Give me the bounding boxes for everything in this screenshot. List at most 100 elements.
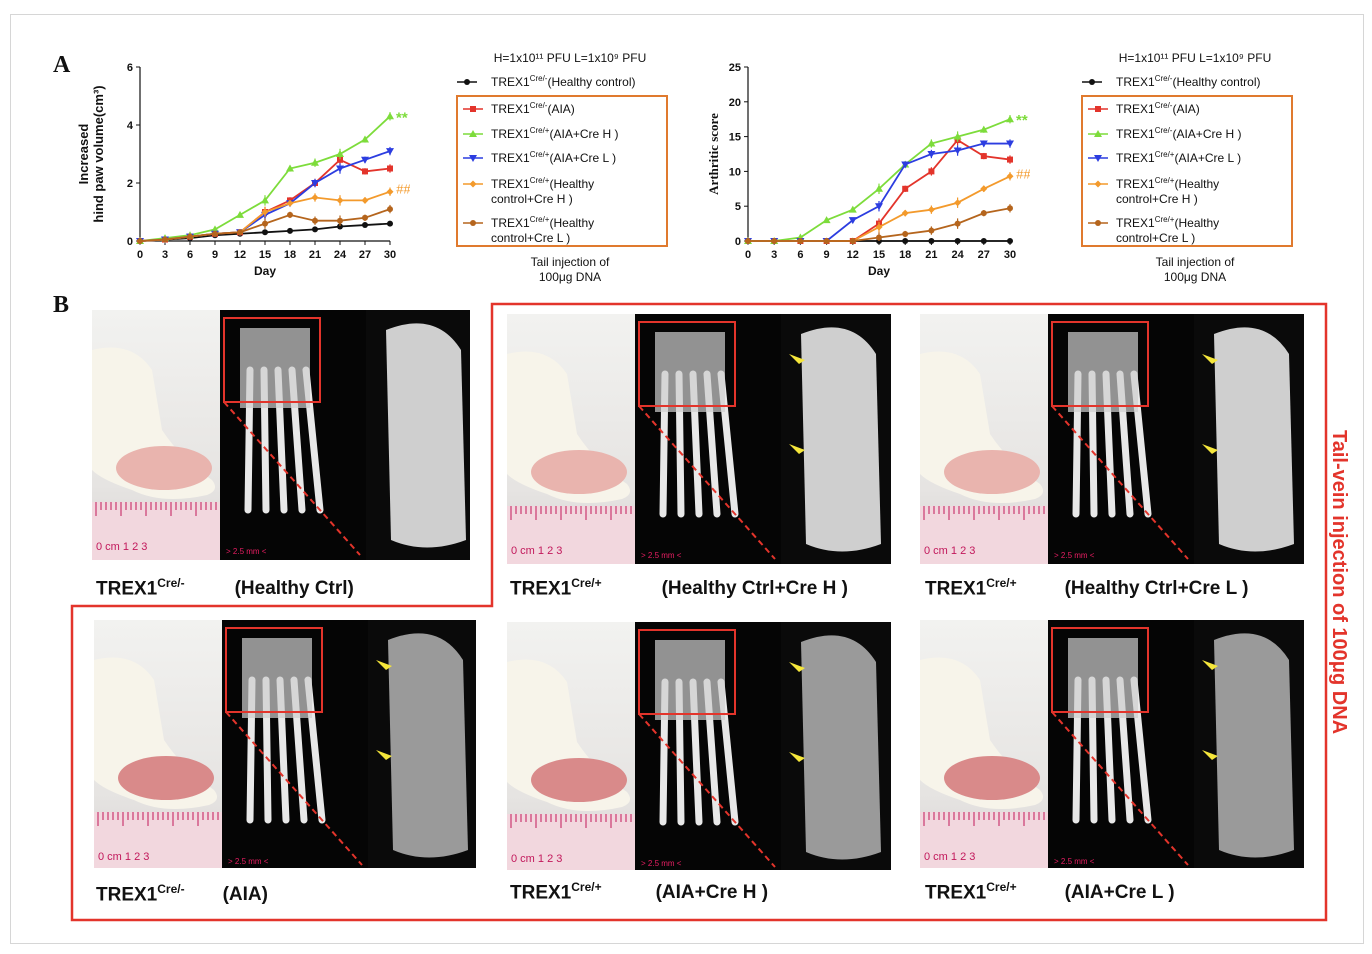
paw-photo-panel: 0 cm 1 2 3 > 2.5 mm < <box>507 314 891 564</box>
legend-label: TREX1Cre/+(AIA+Cre H ) <box>491 126 619 141</box>
legend-label: control+Cre H ) <box>491 192 573 206</box>
data-point <box>336 165 344 173</box>
data-point <box>362 222 368 229</box>
y-tick-label: 5 <box>735 201 741 213</box>
data-point <box>386 188 394 196</box>
x-tick-label: 12 <box>847 249 859 261</box>
legend-label: TREX1Cre/-(AIA) <box>1116 101 1200 116</box>
legend-header: H=1x10¹¹ PFU L=1x10⁹ PFU <box>1119 51 1272 65</box>
data-point <box>336 150 344 157</box>
data-point <box>928 168 935 175</box>
ct-scan: > 2.5 mm < <box>635 314 781 564</box>
arrow-marker <box>376 750 392 760</box>
data-point <box>953 132 962 140</box>
data-point <box>287 227 293 234</box>
x-tick-label: 21 <box>309 249 321 261</box>
data-point <box>262 220 268 227</box>
zoom-bone <box>1214 633 1294 858</box>
legend-marker <box>470 220 476 226</box>
data-point <box>362 168 368 175</box>
data-point <box>849 238 856 244</box>
data-point <box>927 139 936 147</box>
bone-joint <box>1068 332 1138 412</box>
legend-footer: Tail injection of <box>1156 255 1235 269</box>
data-point <box>1007 238 1013 244</box>
data-point <box>312 217 318 224</box>
legend-label: control+Cre L ) <box>1116 231 1195 245</box>
ct-scan: > 2.5 mm < <box>220 310 366 560</box>
x-tick-label: 27 <box>359 249 371 261</box>
data-point <box>954 238 961 244</box>
legend-marker <box>1094 180 1102 188</box>
ruler-label: 0 cm 1 2 3 <box>96 541 147 553</box>
data-point <box>162 236 168 243</box>
paw-photo-panel: 0 cm 1 2 3 > 2.5 mm < <box>507 622 891 870</box>
data-point <box>1007 156 1013 163</box>
data-point <box>387 165 393 172</box>
panel-b-label: B <box>53 292 70 318</box>
legend-marker <box>1095 106 1101 112</box>
data-point <box>875 184 883 192</box>
data-point <box>262 229 268 236</box>
data-point <box>261 196 269 204</box>
arrow-marker <box>789 354 805 364</box>
y-axis-label: Increased <box>76 124 91 185</box>
ct-zoom <box>368 620 476 868</box>
data-point <box>928 227 935 234</box>
ct-scan: > 2.5 mm < <box>1048 620 1194 868</box>
legend-label: TREX1Cre/-(AIA+Cre H ) <box>1116 126 1241 141</box>
zoom-box <box>638 321 736 407</box>
y-tick-label: 0 <box>127 236 133 248</box>
x-tick-label: 15 <box>873 249 885 261</box>
data-point <box>1006 172 1014 180</box>
data-point <box>901 209 909 217</box>
legend-label: control+Cre H ) <box>1116 192 1198 206</box>
x-tick-label: 9 <box>212 249 218 261</box>
legend-label: TREX1Cre/+(Healthy <box>491 176 594 191</box>
data-point <box>236 210 244 218</box>
data-point <box>979 140 988 148</box>
paw-photo-panel: 0 cm 1 2 3 > 2.5 mm < <box>920 314 1304 564</box>
data-point <box>212 230 218 237</box>
bone-joint <box>242 638 312 718</box>
panel-a-label: A <box>53 52 71 78</box>
ruler <box>94 812 222 868</box>
legend-footer: 100μg DNA <box>539 270 601 284</box>
ct-scan: > 2.5 mm < <box>635 622 781 870</box>
x-tick-label: 30 <box>1004 249 1016 261</box>
panel-caption: TREX1Cre/+ (Healthy Ctrl+Cre L ) <box>925 576 1249 600</box>
x-tick-label: 24 <box>951 249 964 261</box>
data-point <box>287 211 293 218</box>
ct-zoom <box>1194 314 1304 564</box>
data-point <box>876 234 882 241</box>
legend-marker <box>1094 155 1102 162</box>
legend-label: TREX1Cre/-(Healthy control) <box>491 74 636 89</box>
zoom-line <box>225 711 363 866</box>
bone-joint <box>655 332 725 412</box>
arrow-marker <box>789 752 805 762</box>
legend-marker <box>464 79 470 85</box>
data-point <box>337 223 343 230</box>
scale-label: > 2.5 mm < <box>228 857 269 866</box>
data-point <box>237 229 243 236</box>
y-tick-label: 4 <box>127 120 134 132</box>
ruler <box>92 502 220 560</box>
y-tick-label: 25 <box>729 62 741 74</box>
ct-zoom <box>781 314 891 564</box>
ct-zoom <box>1194 620 1304 868</box>
legend-label: TREX1Cre/+(AIA+Cre L ) <box>491 150 616 165</box>
x-tick-label: 27 <box>978 249 990 261</box>
legend-label: control+Cre L ) <box>491 231 570 245</box>
ct-scan: > 2.5 mm < <box>222 620 368 868</box>
legend-left: H=1x10¹¹ PFU L=1x10⁹ PFU TREX1Cre/-(Healt… <box>456 51 668 284</box>
scale-label: > 2.5 mm < <box>641 551 682 560</box>
paw <box>944 450 1040 494</box>
data-point <box>875 203 883 211</box>
legend-header: H=1x10¹¹ PFU L=1x10⁹ PFU <box>494 51 647 65</box>
ruler <box>507 814 635 870</box>
data-point <box>361 135 369 143</box>
data-point <box>980 210 987 217</box>
legend-marker <box>470 106 476 112</box>
x-tick-label: 18 <box>899 249 911 261</box>
